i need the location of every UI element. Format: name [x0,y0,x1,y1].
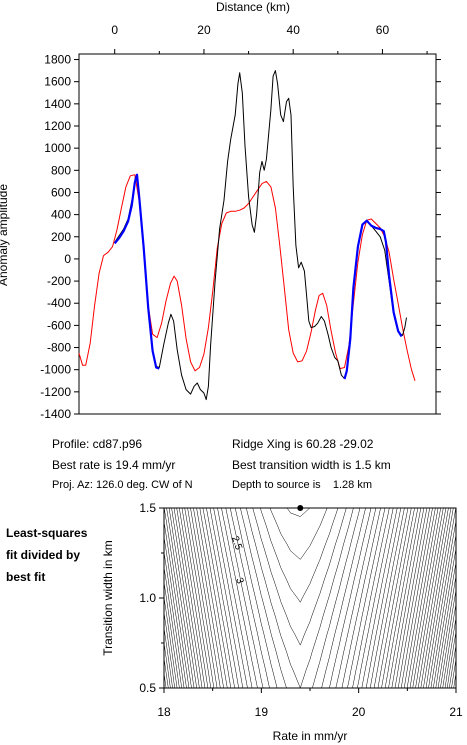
profile-series-group [78,70,416,401]
x-tick-label: 0 [111,23,118,37]
width-tick-label: 1.0 [139,591,156,605]
rate-tick-label: 18 [157,705,171,719]
y-tick-label: -600 [47,318,71,332]
y-tick-label: 800 [51,163,71,177]
x-tick-label: 40 [287,23,301,37]
contour-line [171,508,436,688]
contour-line [286,508,310,517]
y-tick-label: -1400 [40,407,71,421]
contour-line [196,508,409,688]
contour-line [164,576,456,688]
contour-value-label: 2.5 [229,535,244,552]
source-depth: Depth to source is 1.28 km [232,479,373,491]
caption-line: best fit [6,570,46,584]
contour-line [199,508,405,688]
contour-line [444,617,456,688]
profile-name: Profile: cd87.p96 [52,437,143,451]
width-tick-label: 0.5 [139,681,156,695]
y-tick-label: 1200 [44,119,71,133]
contour-line [234,508,366,688]
contour-line [230,508,372,688]
contour-line [446,631,456,688]
profile-series-line [78,174,416,381]
x-tick-label: 20 [197,23,211,37]
best-transition-width: Best transition width is 1.5 km [232,458,391,472]
contour-line [164,589,456,688]
best-fit-marker [297,505,304,511]
contour-line [221,508,381,688]
caption-line: fit divided by [6,548,81,562]
y-tick-label: 1000 [44,141,71,155]
best-rate: Best rate is 19.4 mm/yr [52,458,176,472]
y-tick-label: 0 [64,252,71,266]
contour-line [179,508,428,688]
rate-tick-label: 21 [449,705,463,719]
profile-series-line [343,219,403,380]
y-tick-label: -800 [47,341,71,355]
contour-lines-group [164,508,456,688]
y-tick-label: -1000 [40,363,71,377]
contour-line [209,508,394,688]
x-tick-label: 60 [376,23,390,37]
y-tick-label: -1200 [40,385,71,399]
contour-line [164,508,452,688]
contour-axis-ticks: 18 19 20 21 0.5 1.0 1.5 [139,501,463,719]
caption-line: Least-squares [6,526,88,540]
contour-line [217,508,386,688]
profile-y-axis-title: Anomaly amplitude [0,184,10,286]
y-tick-label: 1800 [44,53,71,67]
contour-line [164,508,454,688]
rate-tick-label: 20 [352,705,366,719]
contour-line [164,534,456,688]
contour-line [206,508,398,688]
contour-line [168,508,439,688]
profile-series-line [113,173,160,370]
projection-azimuth: Proj. Az: 126.0 deg. CW of N [52,479,193,491]
contour-caption: Least-squares fit divided by best fit [6,522,87,588]
contour-value-label: 3 [233,576,245,585]
contour-line [164,508,444,688]
rate-tick-label: 19 [255,705,269,719]
contour-line [181,508,425,688]
contour-line [176,508,430,688]
profile-axis-ticks: 0 20 40 60 -1400 -1200 -1000 -800 -600 -400 -200 0 2… [40,23,441,421]
contour-labels-group: 2.53 [229,535,246,586]
contour-line [173,508,433,688]
contour-line [252,508,347,646]
y-tick-label: -200 [47,274,71,288]
y-tick-label: 400 [51,208,71,222]
contour-line [164,508,447,688]
width-tick-label: 1.5 [139,501,156,515]
profile-x-axis-title: Distance (km) [216,0,290,14]
contour-line [166,508,441,688]
y-tick-label: 1400 [44,97,71,111]
contour-line [202,508,402,688]
contour-line [246,508,354,688]
contour-line [451,659,456,688]
contour-line [164,508,449,688]
ridge-crossing: Ridge Xing is 60.28 -29.02 [232,437,374,451]
profile-chart: 0 20 40 60 -1400 -1200 -1000 -800 -600 -400 -200 0 2… [0,0,441,421]
contour-line [260,508,339,603]
contour-y-axis-title: Transition width in km [101,540,115,656]
y-tick-label: 600 [51,185,71,199]
contour-line [193,508,412,688]
misfit-contour-chart: 18 19 20 210.51.01.5 2.53 Rate in mm/yr Tra… [101,501,463,743]
contour-x-axis-title: Rate in mm/yr [273,729,348,743]
contour-line [164,508,456,688]
contour-line [269,508,328,560]
contour-line [442,603,456,688]
y-tick-label: 1600 [44,75,71,89]
contour-line [184,508,422,688]
contour-line [225,508,377,688]
contour-line [190,508,415,688]
y-tick-label: 200 [51,230,71,244]
contour-line [213,508,390,688]
y-tick-label: -400 [47,296,71,310]
contour-line [240,508,361,688]
profile-plot-frame [78,53,437,415]
contour-line [187,508,419,688]
contour-line [164,562,456,688]
